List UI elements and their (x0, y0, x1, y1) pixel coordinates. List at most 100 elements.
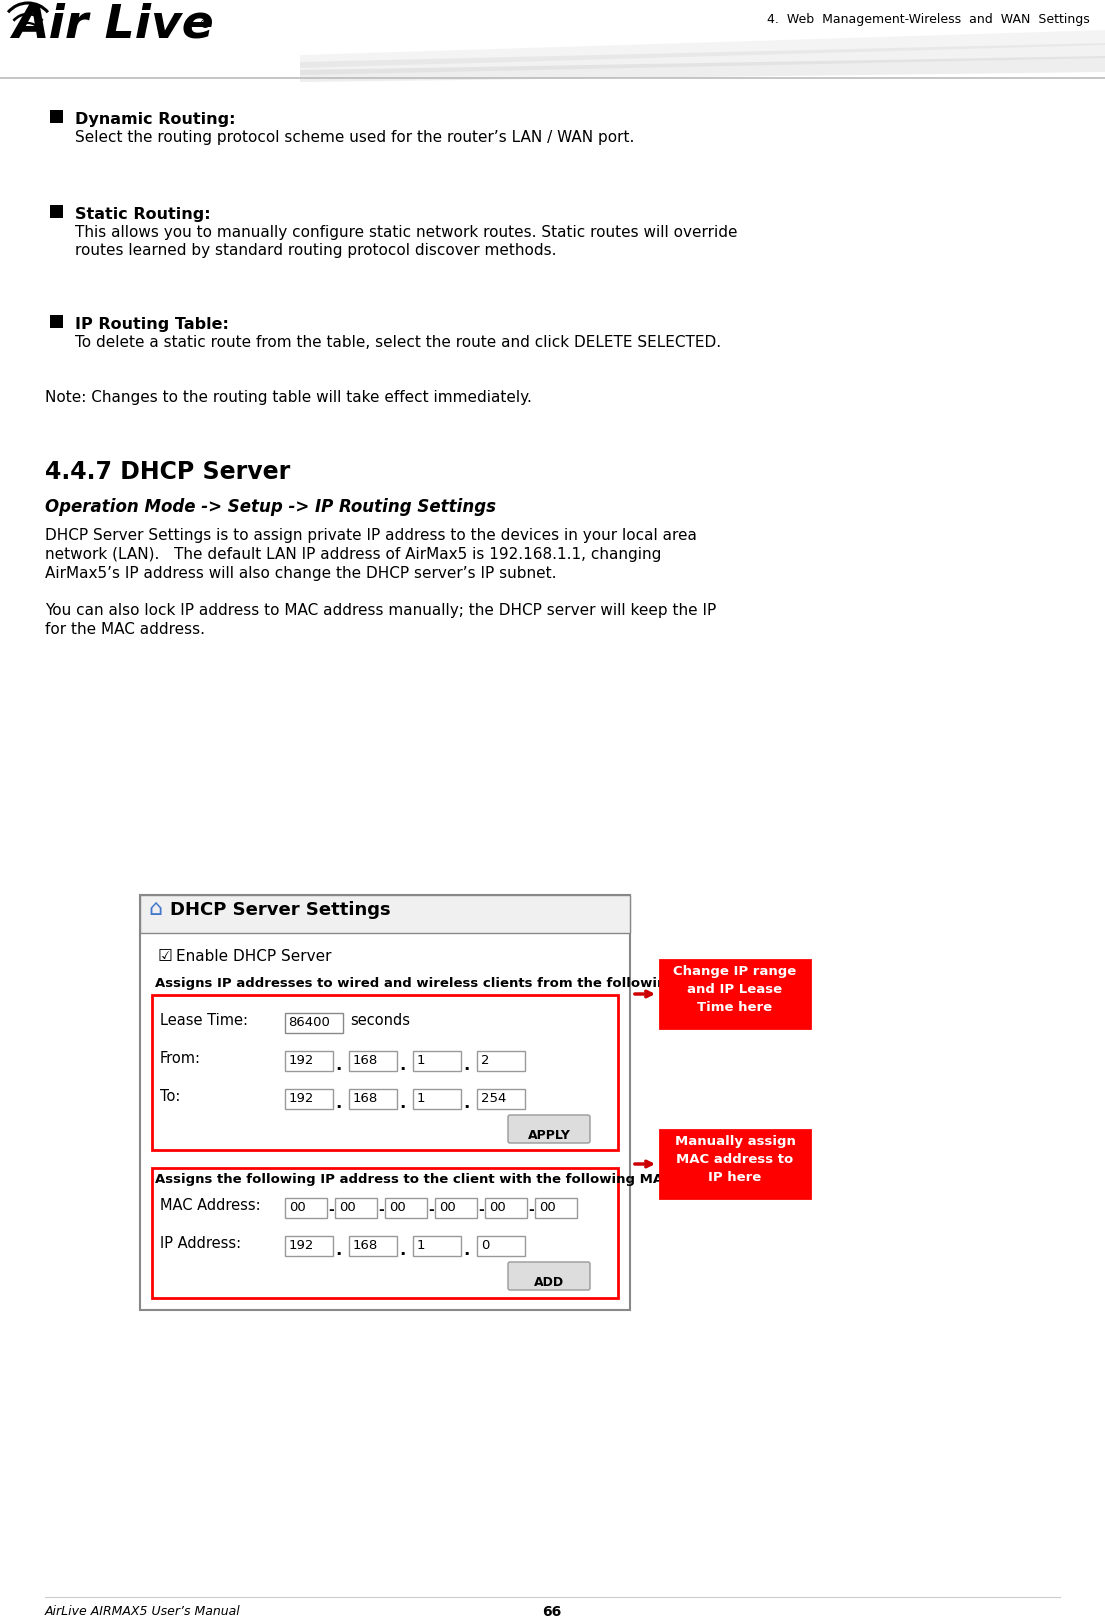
Text: From:: From: (160, 1050, 201, 1067)
Text: 0: 0 (481, 1238, 490, 1251)
Text: 00: 00 (389, 1201, 406, 1214)
Text: ☑: ☑ (158, 947, 172, 964)
Text: .: . (335, 1242, 341, 1260)
Bar (413, 1235, 461, 1256)
Text: 2: 2 (481, 1054, 490, 1067)
Text: -: - (428, 1203, 434, 1217)
Text: AirMax5’s IP address will also change the DHCP server’s IP subnet.: AirMax5’s IP address will also change th… (45, 566, 557, 580)
Bar (152, 1169, 618, 1298)
Bar (477, 1050, 525, 1071)
Text: Note: Changes to the routing table will take effect immediately.: Note: Changes to the routing table will … (45, 391, 532, 405)
Text: seconds: seconds (350, 1013, 410, 1028)
Text: .: . (463, 1055, 470, 1075)
Text: APPLY: APPLY (527, 1128, 570, 1143)
Text: -: - (378, 1203, 383, 1217)
Text: ®: ® (198, 18, 210, 31)
Bar (660, 1130, 810, 1198)
Text: for the MAC address.: for the MAC address. (45, 622, 206, 637)
Text: 00: 00 (539, 1201, 556, 1214)
Text: To:: To: (160, 1089, 180, 1104)
Text: MAC Address:: MAC Address: (160, 1198, 261, 1213)
Text: -: - (328, 1203, 334, 1217)
Text: .: . (399, 1055, 406, 1075)
Text: Assigns the following IP address to the client with the following MAC address:: Assigns the following IP address to the … (155, 1174, 743, 1187)
Text: This allows you to manually configure static network routes. Static routes will : This allows you to manually configure st… (75, 225, 737, 240)
Text: To delete a static route from the table, select the route and click DELETE SELEC: To delete a static route from the table,… (75, 336, 722, 350)
Bar (285, 1198, 327, 1217)
Text: ADD: ADD (534, 1276, 564, 1289)
Text: Assigns IP addresses to wired and wireless clients from the following range:: Assigns IP addresses to wired and wirele… (155, 977, 729, 990)
FancyBboxPatch shape (508, 1263, 590, 1290)
Bar (485, 1198, 527, 1217)
Text: Lease Time:: Lease Time: (160, 1013, 248, 1028)
Text: 00: 00 (490, 1201, 506, 1214)
Text: 86400: 86400 (288, 1016, 330, 1029)
Text: -: - (528, 1203, 534, 1217)
Text: Operation Mode -> Setup -> IP Routing Settings: Operation Mode -> Setup -> IP Routing Se… (45, 498, 496, 515)
Text: Dynamic Routing:: Dynamic Routing: (75, 112, 235, 126)
Text: .: . (399, 1094, 406, 1112)
Text: 168: 168 (352, 1054, 378, 1067)
Bar (477, 1089, 525, 1109)
Text: 00: 00 (439, 1201, 455, 1214)
Text: IP Routing Table:: IP Routing Table: (75, 318, 229, 332)
Text: .: . (463, 1242, 470, 1260)
Bar (152, 995, 618, 1149)
Bar (413, 1089, 461, 1109)
Bar (349, 1050, 397, 1071)
Bar (435, 1198, 477, 1217)
Text: Select the routing protocol scheme used for the router’s LAN / WAN port.: Select the routing protocol scheme used … (75, 130, 634, 144)
Text: -: - (478, 1203, 484, 1217)
Text: 00: 00 (339, 1201, 356, 1214)
Text: .: . (335, 1055, 341, 1075)
Bar (285, 1050, 333, 1071)
Text: 00: 00 (290, 1201, 306, 1214)
Text: 66: 66 (543, 1605, 561, 1619)
Text: 1: 1 (417, 1054, 425, 1067)
Text: 192: 192 (290, 1054, 315, 1067)
Text: 1: 1 (417, 1238, 425, 1251)
Text: 4.  Web  Management-Wireless  and  WAN  Settings: 4. Web Management-Wireless and WAN Setti… (767, 13, 1090, 26)
Text: DHCP Server Settings is to assign private IP address to the devices in your loca: DHCP Server Settings is to assign privat… (45, 528, 697, 543)
Text: 192: 192 (290, 1093, 315, 1106)
Bar (660, 960, 810, 1028)
Text: 1: 1 (417, 1093, 425, 1106)
Bar (285, 1235, 333, 1256)
Text: AirLive AIRMAX5 User’s Manual: AirLive AIRMAX5 User’s Manual (45, 1605, 241, 1618)
Bar (285, 1013, 343, 1033)
Text: You can also lock IP address to MAC address manually; the DHCP server will keep : You can also lock IP address to MAC addr… (45, 603, 716, 618)
Polygon shape (299, 31, 1105, 68)
Bar (385, 1198, 427, 1217)
Bar (50, 110, 63, 123)
Text: routes learned by standard routing protocol discover methods.: routes learned by standard routing proto… (75, 243, 557, 258)
Text: Enable DHCP Server: Enable DHCP Server (176, 948, 332, 964)
Bar (477, 1235, 525, 1256)
Text: 168: 168 (352, 1093, 378, 1106)
Bar (349, 1089, 397, 1109)
Bar (535, 1198, 577, 1217)
Text: IP Address:: IP Address: (160, 1235, 241, 1251)
Text: 192: 192 (290, 1238, 315, 1251)
Text: Manually assign
MAC address to
IP here: Manually assign MAC address to IP here (674, 1135, 796, 1183)
Bar (140, 895, 630, 1310)
Bar (140, 895, 630, 934)
Bar (50, 204, 63, 217)
Text: .: . (335, 1094, 341, 1112)
Text: ⌂: ⌂ (148, 900, 162, 919)
Text: network (LAN).   The default LAN IP address of AirMax5 is 192.168.1.1, changing: network (LAN). The default LAN IP addres… (45, 546, 662, 562)
Text: 4.4.7 DHCP Server: 4.4.7 DHCP Server (45, 460, 291, 485)
Text: Air Live: Air Live (12, 3, 213, 49)
FancyBboxPatch shape (508, 1115, 590, 1143)
Text: .: . (463, 1094, 470, 1112)
Bar (349, 1235, 397, 1256)
Text: .: . (399, 1242, 406, 1260)
Text: 168: 168 (352, 1238, 378, 1251)
Bar (285, 1089, 333, 1109)
Text: Static Routing:: Static Routing: (75, 207, 211, 222)
Text: DHCP Server Settings: DHCP Server Settings (170, 901, 391, 919)
Bar (413, 1050, 461, 1071)
Polygon shape (299, 57, 1105, 83)
Polygon shape (299, 44, 1105, 75)
Text: 254: 254 (481, 1093, 506, 1106)
Bar (50, 314, 63, 327)
